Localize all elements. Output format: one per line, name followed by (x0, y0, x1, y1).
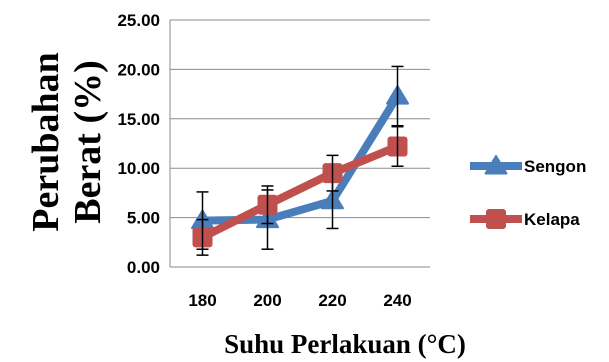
x-tick-labels: 180 200 220 240 (188, 291, 411, 310)
legend-marker (486, 209, 506, 229)
legend: Sengon Kelapa (470, 155, 586, 229)
x-tick-label-0: 180 (188, 291, 216, 310)
legend-marker (484, 155, 508, 175)
y-tick-labels: 0.00 5.00 10.00 15.00 20.00 25.00 (117, 11, 160, 277)
x-tick-label-1: 200 (253, 291, 281, 310)
error-bar-kelapa-3 (391, 125, 404, 167)
error-bar-kelapa-2 (326, 154, 339, 192)
x-tick-label-3: 240 (383, 291, 411, 310)
error-bar-sengon-3 (391, 65, 404, 127)
x-tick-label-2: 220 (318, 291, 346, 310)
series-group (191, 65, 409, 256)
y-tick-label-3: 15.00 (117, 110, 160, 129)
error-bar-kelapa-0 (196, 218, 209, 256)
y-axis-label-line-2: Berat (%) (67, 60, 109, 224)
legend-label-sengon: Sengon (524, 157, 586, 176)
legend-item-sengon: Sengon (470, 155, 586, 176)
x-axis-label: Suhu Perlakuan (°C) (224, 329, 466, 359)
y-tick-label-4: 20.00 (117, 60, 160, 79)
y-axis-label-line-1: Perubahan (25, 52, 67, 231)
y-tick-label-0: 0.00 (127, 258, 160, 277)
y-tick-label-5: 25.00 (117, 11, 160, 30)
y-tick-label-1: 5.00 (127, 209, 160, 228)
legend-item-kelapa: Kelapa (470, 209, 580, 229)
error-bar-kelapa-1 (261, 185, 274, 225)
legend-label-kelapa: Kelapa (524, 210, 580, 229)
series-kelapa (192, 125, 408, 256)
series-line-kelapa (200, 142, 400, 241)
y-tick-label-2: 10.00 (117, 159, 160, 178)
